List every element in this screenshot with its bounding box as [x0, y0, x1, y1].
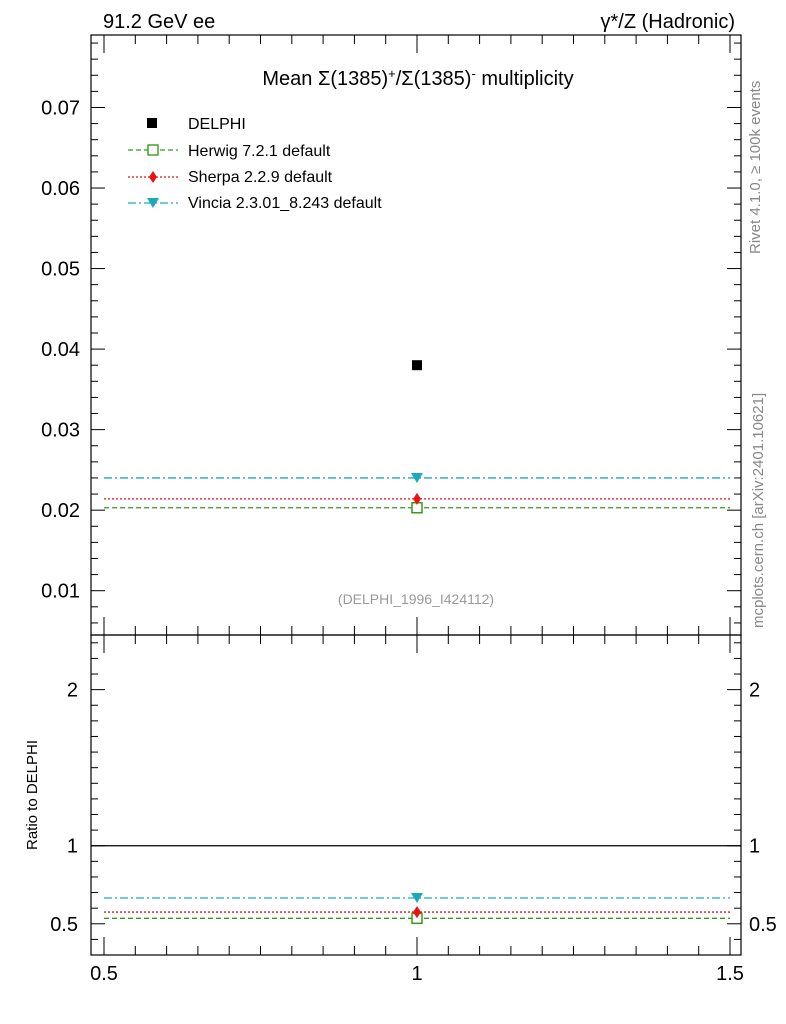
title-prefix: Mean Σ(1385)	[262, 68, 388, 90]
series-marker-sherpa	[413, 492, 421, 505]
main-ytick-label: 0.03	[41, 420, 80, 442]
legend-sherpa-label: Sherpa 2.2.9 default	[188, 169, 333, 186]
ratio-marker-vincia	[411, 893, 423, 904]
legend-herwig-marker	[147, 144, 159, 156]
title-mid: /Σ(1385)	[396, 68, 472, 90]
rivet-label: Rivet 4.1.0, ≥ 100k events	[747, 81, 764, 254]
ratio-ylabel: Ratio to DELPHI	[24, 740, 41, 850]
legend-entry-sherpa: Sherpa 2.2.9 default	[128, 169, 333, 186]
ratio-plot-frame	[90, 634, 742, 956]
title-sup2: -	[471, 66, 475, 81]
title-sup1: +	[388, 66, 396, 81]
main-ytick-label: 0.07	[41, 97, 80, 119]
main-ytick-label: 0.01	[41, 581, 80, 603]
xtick-label: 1.5	[716, 963, 744, 985]
legend-entry-data: DELPHI	[147, 116, 246, 133]
legend-sherpa-marker	[149, 171, 157, 183]
legend-data-marker	[147, 118, 157, 128]
title-suffix: multiplicity	[476, 68, 574, 90]
data-point-delphi	[412, 360, 422, 371]
main-ytick-label: 0.04	[41, 339, 80, 361]
legend-entry-vincia: Vincia 2.3.01_8.243 default	[128, 195, 382, 212]
main-ytick-label: 0.02	[41, 500, 80, 522]
ratio-ytick-label-left: 1	[67, 836, 78, 858]
main-ytick-label: 0.06	[41, 178, 80, 200]
legend-vincia-marker	[147, 198, 159, 208]
legend-vincia-label: Vincia 2.3.01_8.243 default	[188, 195, 382, 212]
series-marker-vincia	[411, 472, 423, 483]
mcplots-label: mcplots.cern.ch [arXiv:2401.10621]	[750, 393, 767, 628]
ratio-ytick-label-right: 0.5	[749, 914, 777, 936]
chart-title: Mean Σ(1385)+/Σ(1385)- multiplicity	[262, 66, 573, 91]
legend-entry-herwig: Herwig 7.2.1 default	[128, 143, 331, 160]
ratio-ytick-label-right: 2	[749, 680, 760, 702]
chart-marks: 0.01 0.02 0.03 0.04 0.05 0.06 0.07 0.5 0.5 1 1 2 2 0.…	[41, 35, 777, 985]
ratio-marker-sherpa	[413, 906, 421, 919]
header-left: 91.2 GeV ee	[103, 11, 215, 33]
header-right: γ*/Z (Hadronic)	[601, 11, 735, 33]
main-ytick-label: 0.05	[41, 259, 80, 281]
legend-data-label: DELPHI	[188, 116, 246, 133]
legend: DELPHI Herwig 7.2.1 default Sherpa 2.2.9…	[128, 116, 382, 212]
analysis-id: (DELPHI_1996_I424112)	[338, 591, 494, 607]
ratio-ytick-label-left: 0.5	[50, 914, 78, 936]
xtick-label: 1	[411, 963, 422, 985]
ratio-ytick-label-right: 1	[749, 836, 760, 858]
xtick-label: 0.5	[90, 963, 118, 985]
ratio-ytick-label-left: 2	[67, 680, 78, 702]
legend-herwig-label: Herwig 7.2.1 default	[188, 143, 331, 160]
